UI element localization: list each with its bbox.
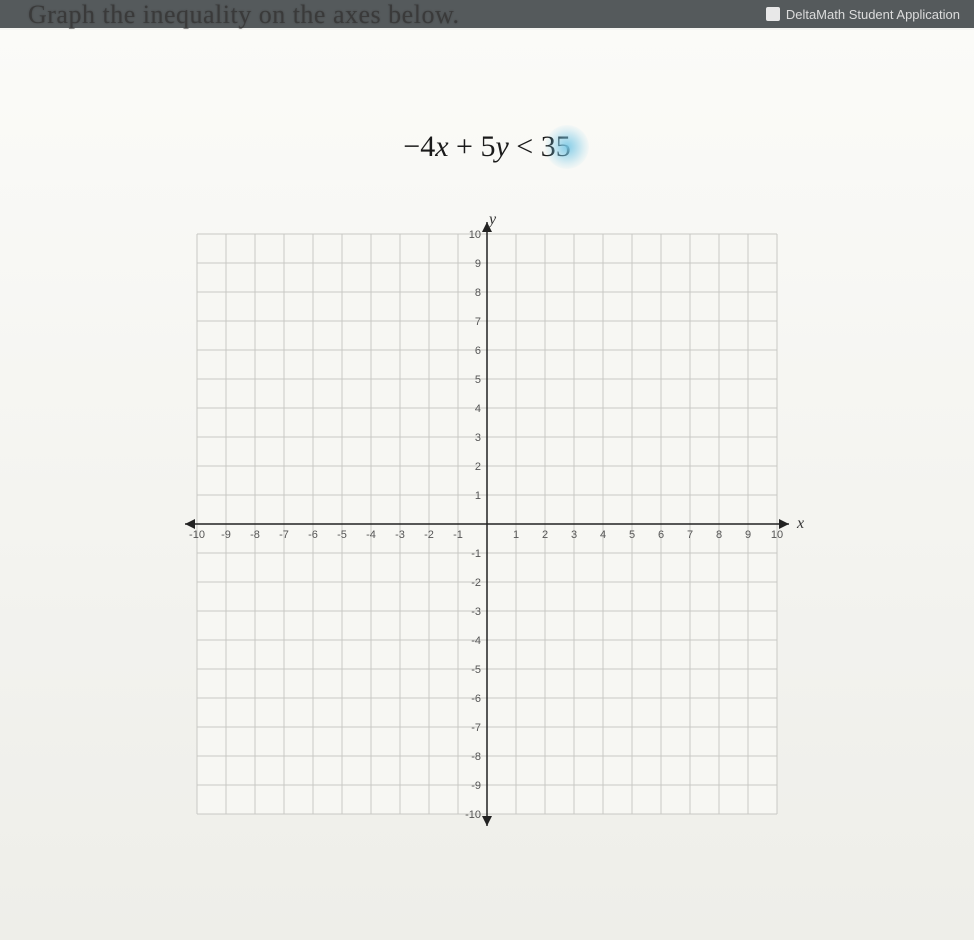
eq-var-x: x — [435, 130, 448, 163]
y-tick-label: -9 — [471, 780, 481, 792]
y-tick-label: -5 — [471, 664, 481, 676]
eq-rhs: 35 — [541, 130, 571, 163]
y-tick-label: -10 — [465, 809, 481, 821]
content-area: −4x + 5y < 35 -10-9-8-7-6-5-4-3-2-112345… — [0, 30, 974, 940]
y-tick-label: -2 — [471, 577, 481, 589]
tab-label: DeltaMath Student Application — [786, 7, 960, 22]
deltamath-favicon-icon — [766, 7, 780, 21]
y-tick-label: 3 — [475, 432, 481, 444]
y-tick-label: 6 — [475, 345, 481, 357]
y-tick-label: 4 — [475, 403, 481, 415]
eq-plus-b: + 5 — [449, 130, 496, 163]
y-tick-label: -8 — [471, 751, 481, 763]
eq-coef-a: −4 — [403, 130, 435, 163]
eq-relation: < — [509, 130, 541, 163]
y-tick-label: -4 — [471, 635, 481, 647]
x-tick-label: -5 — [337, 529, 347, 541]
y-tick-label: 1 — [475, 490, 481, 502]
x-tick-label: 4 — [600, 529, 606, 541]
y-tick-label: -6 — [471, 693, 481, 705]
x-tick-label: -6 — [308, 529, 318, 541]
y-tick-label: 10 — [469, 229, 481, 241]
y-tick-label: 7 — [475, 316, 481, 328]
x-tick-label: -1 — [453, 529, 463, 541]
x-tick-label: 6 — [658, 529, 664, 541]
x-tick-label: -2 — [424, 529, 434, 541]
x-tick-label: 7 — [687, 529, 693, 541]
x-tick-label: 2 — [542, 529, 548, 541]
x-tick-label: 1 — [513, 529, 519, 541]
inequality-expression: −4x + 5y < 35 — [0, 130, 974, 164]
x-tick-label: -7 — [279, 529, 289, 541]
x-tick-label: 8 — [716, 529, 722, 541]
y-axis-label: y — [487, 211, 497, 228]
y-tick-label: 5 — [475, 374, 481, 386]
y-tick-label: 2 — [475, 461, 481, 473]
coordinate-plane[interactable]: -10 -9 -8 -7 -6 -5 -4 -3 -2 -1 1 2 3 4 5 6 7 8 9 10 10 9 8 7 6 5 4… — [167, 204, 807, 844]
y-tick-label: -7 — [471, 722, 481, 734]
y-tick-label: 9 — [475, 258, 481, 270]
question-prompt: Graph the inequality on the axes below. — [28, 0, 460, 30]
x-tick-label: -9 — [221, 529, 231, 541]
x-tick-label: -10 — [189, 529, 205, 541]
x-tick-label: -3 — [395, 529, 405, 541]
y-tick-label: -3 — [471, 606, 481, 618]
x-tick-label: -4 — [366, 529, 376, 541]
graph-container: -10 -9 -8 -7 -6 -5 -4 -3 -2 -1 1 2 3 4 5 6 7 8 9 10 10 9 8 7 6 5 4… — [0, 204, 974, 844]
x-tick-label: 3 — [571, 529, 577, 541]
x-tick-label: 5 — [629, 529, 635, 541]
x-tick-label: 10 — [771, 529, 783, 541]
x-tick-label: 9 — [745, 529, 751, 541]
y-tick-label: 8 — [475, 287, 481, 299]
y-tick-label: -1 — [471, 548, 481, 560]
x-tick-label: -8 — [250, 529, 260, 541]
x-axis-label: x — [796, 515, 804, 532]
eq-var-y: y — [495, 130, 508, 163]
tab-deltamath[interactable]: DeltaMath Student Application — [766, 7, 960, 22]
